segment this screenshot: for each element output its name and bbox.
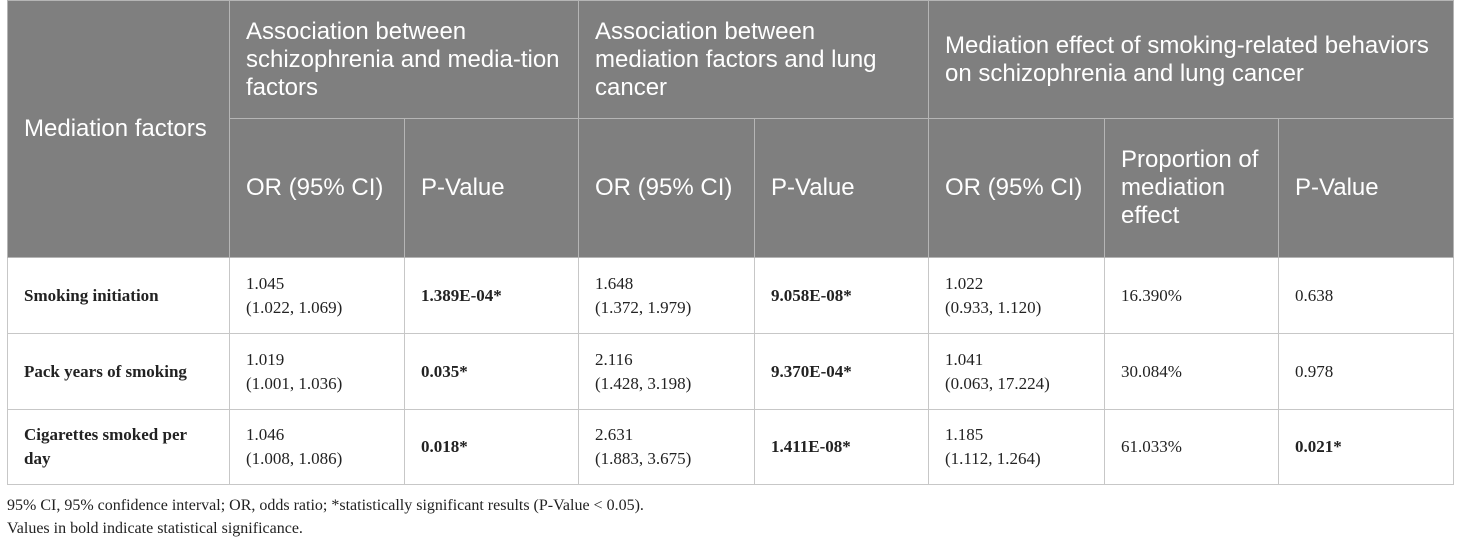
cell-proportion: 16.390% [1104,257,1280,334]
or-value: 1.019 [246,349,285,369]
ci-value: (0.933, 1.120) [945,297,1042,317]
table-row: Cigarettes smoked per day 1.046 (1.008, 1… [7,409,1455,485]
cell-or-ci: 1.045 (1.022, 1.069) [229,257,405,334]
cell-p-value: 0.018* [404,409,579,485]
row-label: Smoking initiation [7,257,230,334]
cell-p-value: 0.638 [1278,257,1455,334]
or-value: 2.116 [595,349,633,369]
cell-p-value: 9.370E-04* [753,333,930,410]
cell-p-value: 0.021* [1278,409,1455,485]
cell-or-ci: 1.041 (0.063, 17.224) [928,333,1106,410]
or-value: 1.046 [246,425,285,444]
mediation-results-table: Mediation factors Association between sc… [7,0,1455,485]
cell-proportion: 30.084% [1104,333,1280,410]
subheader-proportion: Proportion of mediation effect [1104,118,1280,258]
cell-or-ci: 1.648 (1.372, 1.979) [578,257,755,334]
or-value: 1.648 [595,273,634,293]
ci-value: (0.063, 17.224) [945,373,1050,393]
header-group-mediation-lung-cancer: Association between mediation factors an… [577,0,930,119]
cell-p-value: 1.411E-08* [753,409,930,485]
subheader-p-value-1: P-Value [404,118,579,258]
ci-value: (1.022, 1.069) [246,297,343,317]
subheader-or-ci-2: OR (95% CI) [578,118,755,258]
or-value: 1.045 [246,273,285,293]
cell-or-ci: 2.631 (1.883, 3.675) [578,409,755,485]
ci-value: (1.008, 1.086) [246,449,343,468]
header-row-subheaders: OR (95% CI) P-Value OR (95% CI) P-Value … [8,118,1455,258]
footnote-bold-note: Values in bold indicate statistical sign… [7,520,303,537]
subheader-or-ci-3: OR (95% CI) [928,118,1106,258]
or-value: 2.631 [595,425,634,444]
cell-or-ci: 2.116 (1.428, 3.198) [578,333,755,410]
cell-proportion: 61.033% [1104,409,1280,485]
cell-p-value: 0.035* [404,333,579,410]
ci-value: (1.883, 3.675) [595,449,692,468]
or-value: 1.022 [945,273,984,293]
row-label: Pack years of smoking [7,333,230,410]
cell-p-value: 9.058E-08* [753,257,930,334]
row-label: Cigarettes smoked per day [7,409,230,485]
ci-value: (1.372, 1.979) [595,297,692,317]
header-mediation-factors: Mediation factors [7,0,230,258]
cell-or-ci: 1.022 (0.933, 1.120) [928,257,1106,334]
cell-p-value: 1.389E-04* [404,257,579,334]
subheader-or-ci-1: OR (95% CI) [229,118,405,258]
table-row: Pack years of smoking 1.019 (1.001, 1.036… [7,333,1455,410]
table-row: Smoking initiation 1.045 (1.022, 1.069) 1… [7,257,1455,334]
header-group-mediation-effect: Mediation effect of smoking-related beha… [928,0,1455,119]
header-group-schizophrenia-mediation: Association between schizophrenia and me… [229,0,579,119]
footnote-abbreviations: 95% CI, 95% confidence interval; OR, odd… [7,497,644,514]
table-footnotes: 95% CI, 95% confidence interval; OR, odd… [7,494,1453,540]
ci-value: (1.112, 1.264) [945,449,1041,468]
cell-p-value: 0.978 [1278,333,1455,410]
or-value: 1.185 [945,425,984,444]
ci-value: (1.001, 1.036) [246,373,343,393]
cell-or-ci: 1.019 (1.001, 1.036) [229,333,405,410]
header-row-groups: Mediation factors Association between sc… [7,0,1455,258]
results-table-container: Mediation factors Association between sc… [7,0,1455,485]
or-value: 1.041 [945,349,984,369]
cell-or-ci: 1.185 (1.112, 1.264) [928,409,1106,485]
ci-value: (1.428, 3.198) [595,373,692,393]
subheader-p-value-3: P-Value [1278,118,1455,258]
cell-or-ci: 1.046 (1.008, 1.086) [229,409,405,485]
subheader-p-value-2: P-Value [753,118,930,258]
